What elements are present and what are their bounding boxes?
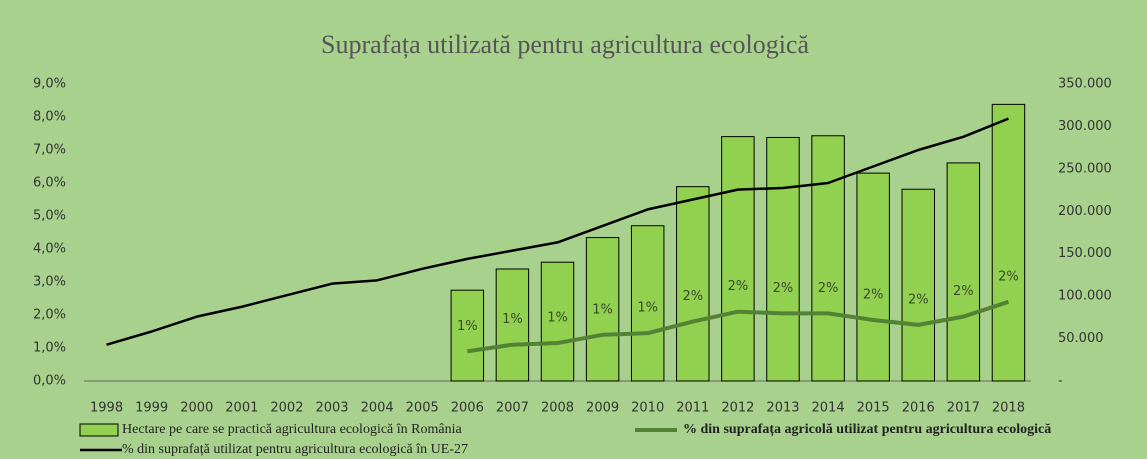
y-tick-label: 2,0% bbox=[33, 308, 66, 323]
x-tick-label: 2016 bbox=[902, 401, 935, 416]
y2-tick-label: 200.000 bbox=[1058, 204, 1112, 219]
y2-tick-label: 150.000 bbox=[1058, 246, 1112, 261]
data-label: 1% bbox=[547, 311, 568, 326]
y2-tick-label: 300.000 bbox=[1058, 119, 1112, 134]
y-tick-label: 4,0% bbox=[33, 242, 66, 257]
data-label: 2% bbox=[953, 284, 974, 299]
data-label: 2% bbox=[908, 292, 929, 307]
y-tick-label: 9,0% bbox=[33, 77, 66, 92]
bar bbox=[856, 172, 890, 382]
data-label: 2% bbox=[818, 281, 839, 296]
x-tick-label: 2015 bbox=[857, 401, 890, 416]
y2-tick-label: - bbox=[1058, 374, 1063, 389]
y-tick-label: 3,0% bbox=[33, 275, 66, 290]
x-tick-label: 1998 bbox=[90, 401, 123, 416]
y2-tick-label: 350.000 bbox=[1058, 77, 1112, 92]
bar bbox=[991, 103, 1026, 382]
bar bbox=[811, 135, 845, 382]
bar bbox=[585, 237, 620, 382]
x-tick-label: 2000 bbox=[180, 401, 213, 416]
bar bbox=[946, 162, 981, 382]
y-tick-label: 1,0% bbox=[33, 341, 66, 356]
legend-swatch bbox=[79, 423, 119, 437]
x-tick-label: 2004 bbox=[361, 401, 394, 416]
data-label: 1% bbox=[637, 301, 658, 316]
data-label: 2% bbox=[773, 281, 794, 296]
bar bbox=[676, 186, 710, 382]
y-tick-label: 5,0% bbox=[33, 209, 66, 224]
data-label: 1% bbox=[592, 302, 613, 317]
data-label: 2% bbox=[998, 269, 1019, 284]
legend-label: % din suprafață utilizat pentru agricult… bbox=[122, 442, 468, 457]
x-tick-label: 2008 bbox=[541, 401, 574, 416]
x-tick-label: 2002 bbox=[270, 401, 303, 416]
x-tick-label: 2013 bbox=[766, 401, 799, 416]
legend-label: % din suprafața agricolă utilizat pentru… bbox=[683, 422, 1051, 437]
y2-tick-label: 250.000 bbox=[1058, 161, 1112, 176]
bar bbox=[495, 268, 530, 382]
bar bbox=[630, 225, 665, 382]
x-tick-label: 2006 bbox=[451, 401, 484, 416]
legend-label: Hectare pe care se practică agricultura … bbox=[122, 422, 462, 437]
x-tick-label: 2010 bbox=[631, 401, 664, 416]
data-label: 2% bbox=[728, 279, 749, 294]
x-tick-label: 2011 bbox=[676, 401, 709, 416]
data-label: 1% bbox=[502, 312, 523, 327]
x-tick-label: 2009 bbox=[586, 401, 619, 416]
x-tick-label: 2003 bbox=[315, 401, 348, 416]
chart-title: Suprafața utilizată pentru agricultura e… bbox=[321, 30, 809, 59]
data-label: 2% bbox=[863, 287, 884, 302]
bar bbox=[901, 188, 935, 382]
y2-tick-label: 100.000 bbox=[1058, 289, 1112, 304]
data-label: 1% bbox=[457, 319, 478, 334]
x-tick-label: 2007 bbox=[496, 401, 529, 416]
x-tick-label: 2012 bbox=[721, 401, 754, 416]
line bbox=[467, 299, 1010, 354]
y-tick-label: 0,0% bbox=[33, 374, 66, 389]
x-tick-label: 2018 bbox=[992, 401, 1025, 416]
x-tick-label: 2014 bbox=[812, 401, 845, 416]
y2-tick-label: 50.000 bbox=[1058, 331, 1104, 346]
line bbox=[106, 117, 1009, 346]
bar bbox=[450, 289, 485, 382]
x-tick-label: 2017 bbox=[947, 401, 980, 416]
bar bbox=[766, 136, 800, 382]
x-tick-label: 2005 bbox=[406, 401, 439, 416]
data-label: 2% bbox=[682, 289, 703, 304]
y-tick-label: 6,0% bbox=[33, 176, 66, 191]
bar bbox=[721, 136, 755, 382]
y-tick-label: 8,0% bbox=[33, 110, 66, 125]
x-tick-label: 1999 bbox=[135, 401, 168, 416]
bar bbox=[540, 261, 575, 382]
y-tick-label: 7,0% bbox=[33, 143, 66, 158]
x-tick-label: 2001 bbox=[225, 401, 258, 416]
